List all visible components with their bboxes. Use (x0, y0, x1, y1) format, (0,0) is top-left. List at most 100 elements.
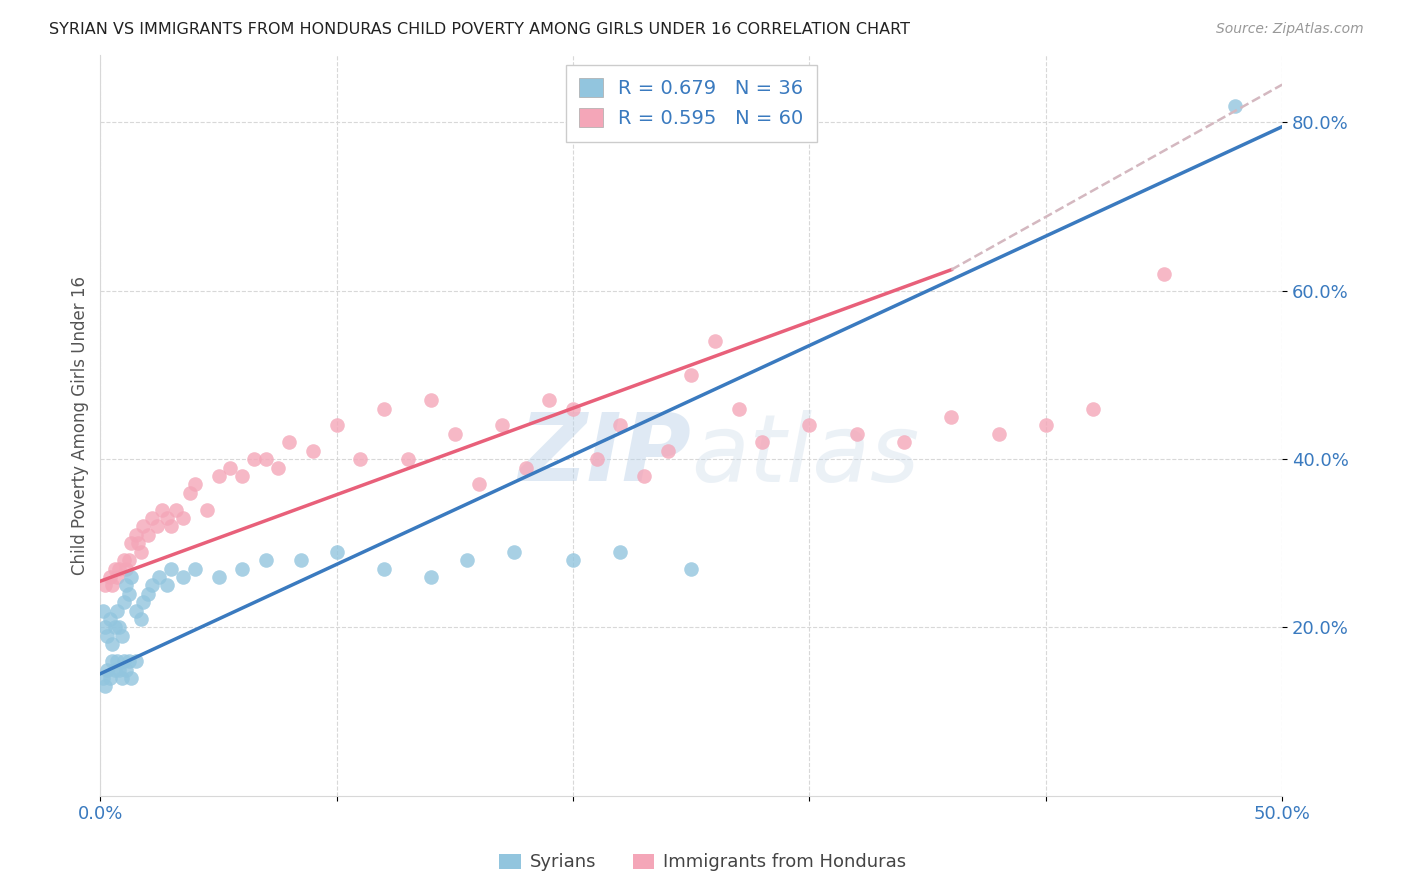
Point (467, 477, 489, 491)
Point (111, 629, 134, 643)
Point (105, 570, 128, 584)
Point (98, 671, 121, 685)
Point (96, 663, 118, 677)
Point (1153, 267, 1175, 281)
Point (115, 663, 138, 677)
Point (515, 460, 537, 475)
Point (266, 460, 288, 475)
Point (207, 570, 229, 584)
Text: SYRIAN VS IMMIGRANTS FROM HONDURAS CHILD POVERTY AMONG GIRLS UNDER 16 CORRELATIO: SYRIAN VS IMMIGRANTS FROM HONDURAS CHILD… (49, 22, 910, 37)
Point (845, 426, 868, 441)
Point (219, 460, 242, 475)
Point (101, 637, 124, 651)
Point (105, 604, 128, 618)
Point (129, 544, 152, 558)
Point (373, 561, 395, 575)
Point (108, 561, 131, 575)
Point (302, 443, 325, 458)
Point (207, 469, 229, 483)
Point (491, 418, 513, 433)
Point (657, 443, 679, 458)
Point (129, 612, 152, 626)
Point (108, 663, 131, 677)
Point (1223, 98, 1246, 112)
Point (96, 629, 118, 643)
Point (1035, 418, 1057, 433)
Point (562, 553, 585, 567)
Point (120, 570, 142, 584)
Text: Source: ZipAtlas.com: Source: ZipAtlas.com (1216, 22, 1364, 37)
Point (893, 435, 915, 450)
Point (103, 561, 125, 575)
Point (420, 393, 443, 408)
Point (155, 578, 177, 592)
Point (91, 671, 114, 685)
Point (118, 553, 141, 567)
Point (125, 528, 148, 542)
Point (103, 663, 125, 677)
Point (127, 536, 149, 550)
Point (349, 452, 371, 467)
Point (941, 410, 963, 425)
Point (125, 604, 148, 618)
Point (254, 452, 277, 467)
Point (160, 519, 183, 533)
Point (290, 553, 312, 567)
Point (115, 561, 138, 575)
Point (111, 671, 134, 685)
Point (112, 654, 135, 668)
Point (172, 511, 194, 525)
Point (98, 570, 121, 584)
Point (420, 570, 443, 584)
Point (184, 477, 207, 491)
Point (373, 401, 395, 416)
Point (195, 502, 218, 516)
Point (179, 485, 201, 500)
Point (444, 426, 467, 441)
Legend: R = 0.679   N = 36, R = 0.595   N = 60: R = 0.679 N = 36, R = 0.595 N = 60 (565, 65, 817, 142)
Point (101, 654, 124, 668)
Point (231, 561, 253, 575)
Point (125, 654, 148, 668)
Point (120, 536, 142, 550)
Point (703, 334, 725, 349)
Point (118, 654, 141, 668)
Point (254, 553, 277, 567)
Point (160, 561, 183, 575)
Point (633, 469, 655, 483)
Point (94, 679, 117, 693)
Point (94, 578, 117, 592)
Point (101, 578, 124, 592)
Point (503, 544, 526, 558)
Point (727, 401, 749, 416)
Point (132, 595, 155, 609)
Point (120, 671, 142, 685)
Point (148, 570, 170, 584)
Point (172, 570, 194, 584)
Point (609, 544, 631, 558)
Point (141, 578, 163, 592)
Point (115, 578, 138, 592)
Point (231, 469, 253, 483)
Point (585, 452, 607, 467)
Point (562, 401, 585, 416)
Point (681, 368, 703, 382)
Point (103, 620, 125, 634)
Y-axis label: Child Poverty Among Girls Under 16: Child Poverty Among Girls Under 16 (72, 276, 89, 575)
Point (1081, 401, 1104, 416)
Point (184, 561, 207, 575)
Point (132, 519, 155, 533)
Point (278, 435, 301, 450)
Point (112, 595, 135, 609)
Text: atlas: atlas (692, 409, 920, 500)
Point (396, 452, 419, 467)
Point (325, 418, 347, 433)
Point (141, 511, 163, 525)
Point (155, 511, 177, 525)
Point (165, 502, 187, 516)
Point (136, 528, 159, 542)
Point (98, 612, 121, 626)
Point (456, 553, 478, 567)
Point (91, 604, 114, 618)
Point (751, 435, 773, 450)
